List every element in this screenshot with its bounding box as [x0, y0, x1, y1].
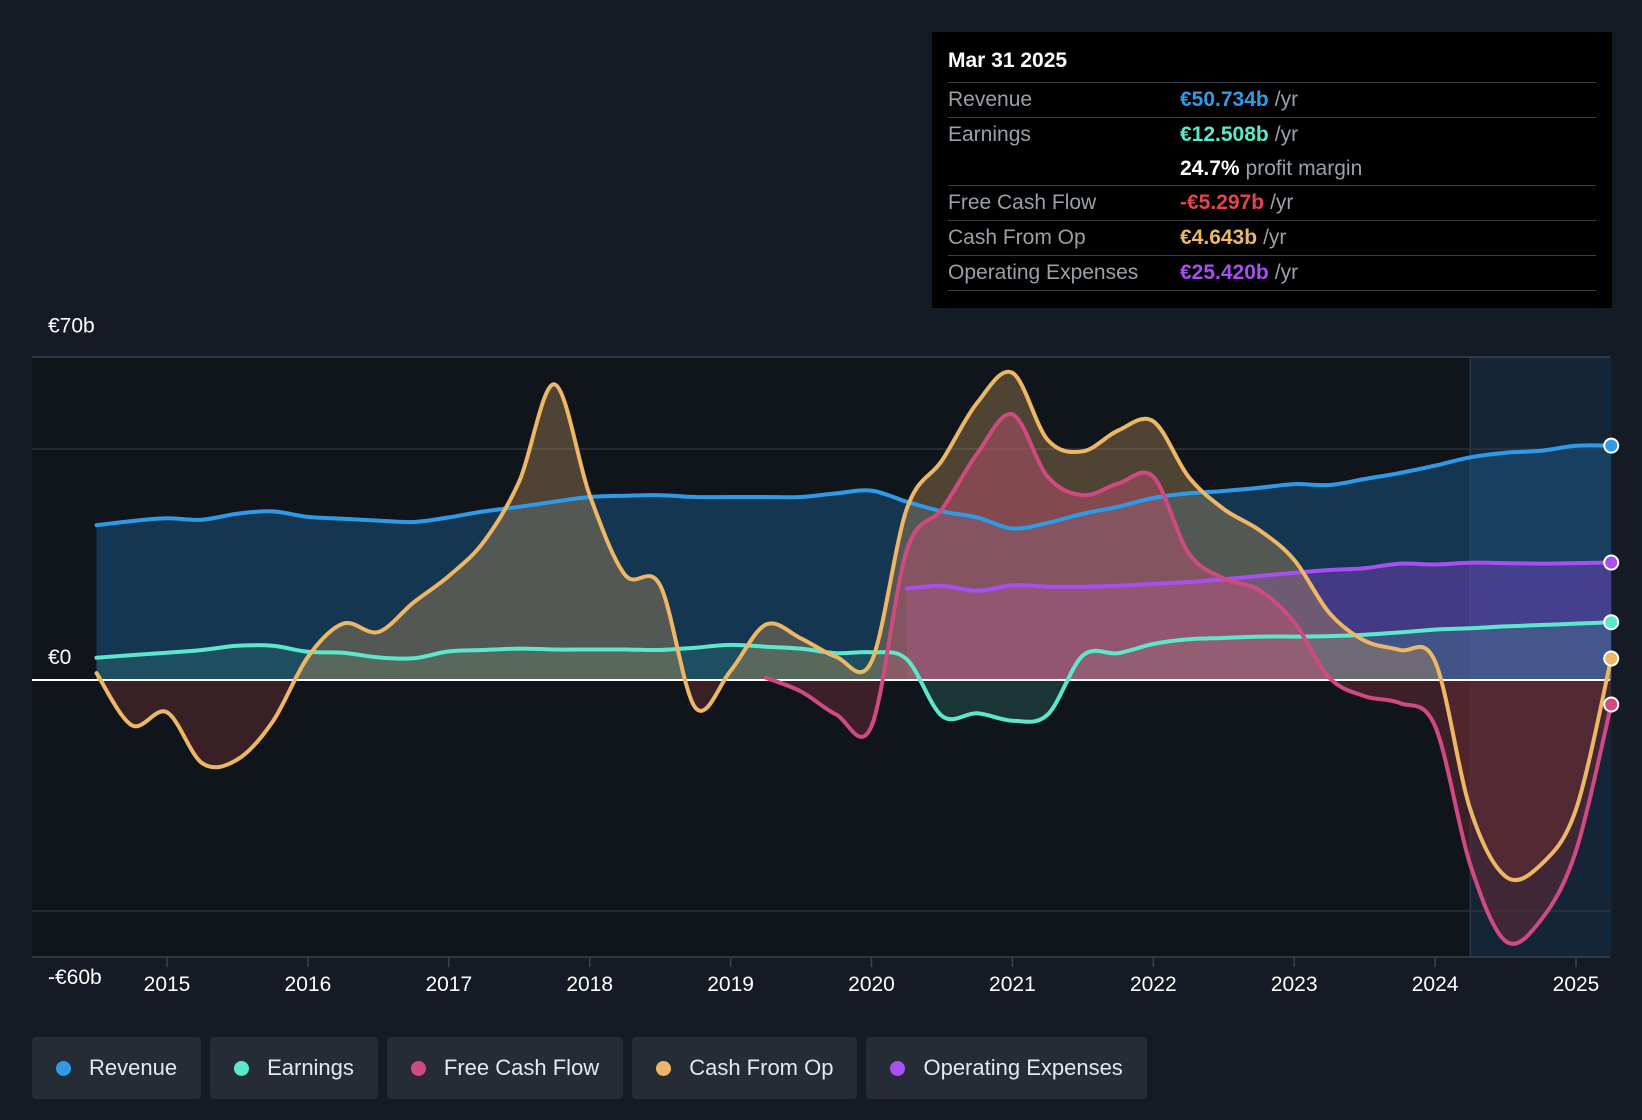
legend-label: Cash From Op [689, 1055, 834, 1080]
legend-label: Free Cash Flow [443, 1055, 600, 1080]
series-areas [96, 371, 1612, 944]
legend-dot-icon [410, 1060, 426, 1076]
area-revenue-positive [96, 445, 1612, 680]
line-cash-from-op [94, 369, 1614, 883]
tooltip-value: 24.7% [1180, 156, 1240, 180]
x-tick-label: 2024 [1412, 973, 1459, 996]
x-tick-label: 2020 [848, 973, 895, 996]
tooltip-row-cash-from-op: Cash From Op €4.643b /yr [948, 221, 1596, 256]
tooltip-unit: /yr [1274, 88, 1299, 111]
tooltip-unit: /yr [1274, 261, 1299, 284]
legend-item-cash-from-op[interactable]: Cash From Op [632, 1037, 858, 1099]
x-axis-labels: 2015 2016 2017 2018 2019 2020 2021 2022 2023 2024… [144, 957, 1600, 996]
area-cash-from-op-positive [96, 371, 1612, 680]
tooltip-label: Operating Expenses [948, 261, 1139, 284]
tooltip-label: Revenue [948, 88, 1033, 111]
end-dot-earnings [1603, 614, 1620, 631]
y-tick-label: €0 [48, 646, 71, 669]
x-tick-label: 2016 [285, 973, 332, 996]
tooltip-label: Free Cash Flow [948, 191, 1097, 214]
legend-label: Earnings [267, 1055, 354, 1080]
line-earnings [94, 620, 1614, 724]
end-dot-cash-from-op [1603, 650, 1620, 667]
y-axis-labels: €70b €0 -€60b [48, 315, 102, 990]
legend-item-free-cash-flow[interactable]: Free Cash Flow [386, 1037, 624, 1099]
tooltip-value: -€5.297b [1180, 191, 1265, 214]
x-tick-label: 2017 [425, 973, 472, 996]
tooltip-unit: /yr [1270, 191, 1294, 214]
x-tick-label: 2022 [1130, 973, 1177, 996]
x-tick-label: 2015 [144, 973, 191, 996]
x-tick-label: 2025 [1553, 973, 1600, 996]
area-earnings-positive [96, 622, 1612, 680]
tooltip-label: Cash From Op [948, 226, 1086, 249]
legend-dot-icon [56, 1060, 71, 1076]
legend-item-operating-expenses[interactable]: Operating Expenses [866, 1037, 1147, 1099]
line-operating-expenses [904, 560, 1614, 593]
end-dot-operating-expenses [1603, 554, 1620, 571]
x-tick-label: 2019 [707, 973, 754, 996]
tooltip-row-revenue: Revenue €50.734b /yr [948, 83, 1596, 118]
tooltip-value: €12.508b [1180, 123, 1269, 146]
tooltip-unit: /yr [1274, 123, 1299, 146]
tooltip-value: €4.643b [1180, 226, 1258, 249]
tooltip-row-earnings: Earnings €12.508b /yr [948, 118, 1596, 152]
legend-item-revenue[interactable]: Revenue [32, 1037, 202, 1099]
legend-label: Revenue [89, 1055, 178, 1080]
tooltip-label: Earnings [948, 123, 1031, 146]
y-tick-label: -€60b [48, 966, 102, 989]
x-tick-label: 2021 [989, 973, 1036, 996]
line-free-cash-flow [763, 412, 1614, 946]
tooltip-date: Mar 31 2025 [948, 46, 1596, 83]
area-free-cash-flow-negative [765, 680, 1612, 944]
legend-dot-icon [234, 1060, 250, 1076]
tooltip-panel: Mar 31 2025 Revenue €50.734b /yr Earning… [932, 32, 1612, 308]
end-dot-free-cash-flow [1603, 696, 1620, 713]
tooltip-value: €50.734b [1180, 88, 1269, 111]
tooltip-row-profit-margin: 24.7% profit margin [948, 152, 1596, 186]
series-lines [94, 369, 1614, 946]
plot-background [32, 357, 1610, 957]
line-revenue [94, 443, 1614, 531]
x-tick-label: 2023 [1271, 973, 1318, 996]
y-tick-label: €70b [48, 315, 95, 338]
gridlines [32, 356, 1610, 958]
legend-dot-icon [890, 1060, 906, 1076]
tooltip-unit: profit margin [1245, 156, 1363, 180]
legend-item-earnings[interactable]: Earnings [210, 1037, 378, 1099]
tooltip-row-operating-expenses: Operating Expenses €25.420b /yr [948, 256, 1596, 291]
end-dot-revenue [1603, 437, 1620, 454]
series-end-dots [1603, 437, 1620, 713]
legend-label: Operating Expenses [923, 1055, 1123, 1080]
legend-dot-icon [656, 1060, 672, 1076]
area-free-cash-flow-positive [765, 414, 1612, 680]
x-tick-label: 2018 [566, 973, 613, 996]
tooltip-row-free-cash-flow: Free Cash Flow -€5.297b /yr [948, 186, 1596, 221]
legend: Revenue Earnings Free Cash Flow Cash Fro… [32, 1037, 1156, 1099]
area-operating-expenses-positive [906, 562, 1612, 680]
tooltip-value: €25.420b [1180, 261, 1269, 284]
tooltip-unit: /yr [1263, 226, 1287, 249]
